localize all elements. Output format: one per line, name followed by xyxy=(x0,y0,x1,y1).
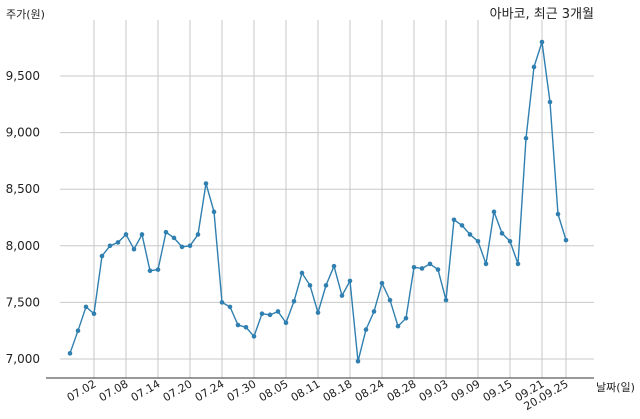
data-point xyxy=(291,298,297,304)
x-tick-label: 08.05 xyxy=(257,377,291,404)
data-point xyxy=(307,283,313,288)
x-tick-label: 08.24 xyxy=(353,377,387,404)
data-point xyxy=(547,99,553,105)
data-point xyxy=(123,232,129,237)
x-tick-label: 08.18 xyxy=(321,377,355,404)
data-point xyxy=(323,283,329,288)
data-point xyxy=(523,135,529,141)
y-tick-labels: 7,000 7,500 8,000 8,500 9,000 9,500 xyxy=(6,69,40,366)
data-point xyxy=(219,300,225,305)
data-point xyxy=(563,237,569,243)
data-point xyxy=(107,243,113,249)
y-tick-label: 8,000 xyxy=(6,239,40,253)
data-point xyxy=(419,266,425,271)
x-tick-labels: 07.0207.0807.1407.2007.2407.3008.0508.11… xyxy=(65,377,571,413)
data-point xyxy=(475,238,481,244)
data-point xyxy=(395,323,401,329)
data-point xyxy=(371,309,377,314)
data-point xyxy=(235,322,241,328)
data-point xyxy=(315,310,321,315)
data-point xyxy=(259,311,265,317)
x-tick-label: 07.08 xyxy=(97,377,131,404)
y-tick-label: 7,000 xyxy=(6,352,40,366)
x-tick-label: 08.11 xyxy=(289,377,323,404)
y-tick-label: 9,500 xyxy=(6,69,40,83)
x-tick-label: 09.09 xyxy=(449,377,483,404)
data-point xyxy=(211,209,217,215)
data-point xyxy=(139,232,145,237)
data-point xyxy=(179,244,185,250)
data-point xyxy=(443,297,449,303)
data-point xyxy=(131,246,137,252)
data-point xyxy=(379,280,385,286)
data-point xyxy=(339,293,345,298)
data-point xyxy=(347,278,353,284)
data-point xyxy=(355,358,361,364)
data-point xyxy=(115,240,121,245)
data-point xyxy=(147,268,153,274)
data-point xyxy=(83,304,89,310)
data-point xyxy=(299,270,305,276)
x-tick-label: 07.02 xyxy=(65,377,99,404)
x-tick-label: 09.03 xyxy=(417,377,451,404)
x-tick-label: 07.20 xyxy=(161,377,195,404)
y-tick-label: 8,500 xyxy=(6,182,40,196)
data-point xyxy=(515,261,521,267)
data-point xyxy=(75,328,81,334)
data-point xyxy=(555,211,561,217)
data-point xyxy=(251,334,257,339)
data-point xyxy=(435,267,441,272)
data-point xyxy=(187,243,193,249)
data-point xyxy=(171,235,177,241)
data-point xyxy=(499,231,505,236)
data-point xyxy=(483,261,489,267)
x-tick-label: 07.24 xyxy=(193,377,227,404)
data-point xyxy=(403,315,409,321)
x-tick-label: 07.30 xyxy=(225,377,259,404)
data-point xyxy=(243,325,249,330)
data-point xyxy=(331,263,337,269)
data-point xyxy=(155,267,161,272)
chart-title: 아바코, 최근 3개월 xyxy=(490,7,594,22)
data-point xyxy=(507,238,513,244)
data-point xyxy=(267,312,273,318)
x-tick-label: 09.15 xyxy=(481,377,515,404)
y-tick-label: 7,500 xyxy=(6,295,40,309)
data-point xyxy=(411,265,417,270)
x-tick-label: 07.14 xyxy=(129,377,163,404)
data-point xyxy=(491,209,497,215)
x-axis-label: 날짜(일) xyxy=(596,380,635,394)
data-point xyxy=(275,309,281,314)
y-tick-label: 9,000 xyxy=(6,126,40,140)
gridlines xyxy=(60,20,594,378)
data-point xyxy=(99,253,105,259)
data-point xyxy=(387,297,393,303)
data-point xyxy=(163,229,169,235)
data-point xyxy=(531,64,537,70)
data-point xyxy=(227,304,233,310)
x-tick-label: 08.28 xyxy=(385,377,419,404)
data-series xyxy=(67,39,569,364)
data-point xyxy=(203,181,209,186)
data-point xyxy=(283,320,289,326)
data-point xyxy=(539,39,545,45)
data-point xyxy=(195,232,201,237)
y-axis-label: 주가(원) xyxy=(6,8,45,21)
data-point xyxy=(67,351,73,356)
data-point xyxy=(467,232,473,237)
data-point xyxy=(459,223,465,228)
data-point xyxy=(363,327,369,332)
data-point xyxy=(427,261,433,267)
data-point xyxy=(451,217,457,223)
data-point xyxy=(91,311,97,317)
